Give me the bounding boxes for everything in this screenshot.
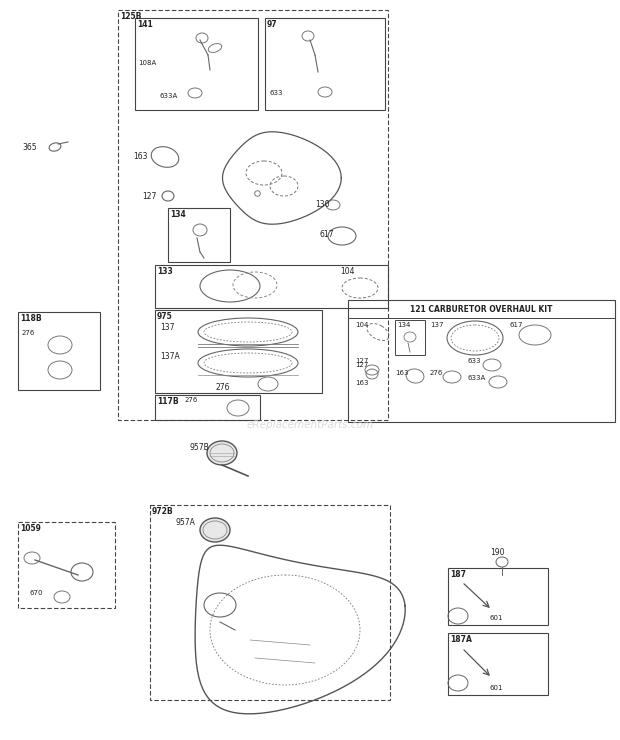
Text: 163: 163 — [355, 380, 368, 386]
Bar — [395, 320, 425, 355]
Text: 633A: 633A — [468, 375, 486, 381]
Text: 957A: 957A — [175, 518, 195, 527]
Text: 601: 601 — [490, 615, 503, 621]
Text: 127: 127 — [355, 358, 368, 364]
Text: 276: 276 — [22, 330, 35, 336]
Text: 134: 134 — [170, 210, 186, 219]
Bar — [265, 18, 385, 110]
Text: 972B: 972B — [152, 507, 174, 516]
Text: 633A: 633A — [160, 93, 179, 99]
Bar — [150, 505, 390, 700]
Text: 617: 617 — [510, 322, 523, 328]
Text: 118B: 118B — [20, 314, 42, 323]
Text: 633: 633 — [468, 358, 482, 364]
Text: 137: 137 — [430, 322, 443, 328]
Text: 276: 276 — [185, 397, 198, 403]
Ellipse shape — [207, 441, 237, 465]
Text: 134: 134 — [397, 322, 410, 328]
Text: 133: 133 — [157, 267, 173, 276]
Text: 633: 633 — [270, 90, 283, 96]
Text: 190: 190 — [490, 548, 505, 557]
Text: 104: 104 — [355, 322, 368, 328]
Text: 1059: 1059 — [20, 524, 41, 533]
Text: 127: 127 — [355, 362, 368, 368]
Text: eReplacementParts.com: eReplacementParts.com — [246, 420, 374, 430]
Text: 276: 276 — [215, 383, 229, 392]
Text: 276: 276 — [430, 370, 443, 376]
Text: 117B: 117B — [157, 397, 179, 406]
Text: 365: 365 — [22, 143, 37, 152]
Text: 601: 601 — [490, 685, 503, 691]
Text: 670: 670 — [30, 590, 43, 596]
Text: 957B: 957B — [190, 443, 210, 452]
Ellipse shape — [200, 518, 230, 542]
Text: 163: 163 — [133, 152, 148, 161]
Text: 137: 137 — [160, 323, 174, 332]
Text: 163: 163 — [395, 370, 409, 376]
Bar — [448, 568, 548, 625]
Bar — [448, 633, 548, 695]
Text: 121 CARBURETOR OVERHAUL KIT: 121 CARBURETOR OVERHAUL KIT — [410, 304, 553, 314]
Bar — [155, 310, 322, 393]
Bar — [18, 312, 100, 390]
Bar — [155, 395, 260, 420]
Bar — [135, 18, 258, 110]
Bar — [118, 10, 388, 420]
Text: 104: 104 — [340, 267, 355, 276]
Bar — [348, 300, 615, 422]
Text: 617: 617 — [320, 230, 335, 239]
Text: 137A: 137A — [160, 352, 180, 361]
Text: 187: 187 — [450, 570, 466, 579]
Bar — [155, 265, 388, 308]
Bar — [18, 522, 115, 608]
Bar — [168, 208, 230, 262]
Text: 130: 130 — [315, 200, 329, 209]
Text: 975: 975 — [157, 312, 173, 321]
Text: 127: 127 — [142, 192, 156, 201]
Text: 125B: 125B — [120, 12, 141, 21]
Text: 141: 141 — [137, 20, 153, 29]
Text: 97: 97 — [267, 20, 278, 29]
Text: 187A: 187A — [450, 635, 472, 644]
Text: 108A: 108A — [138, 60, 156, 66]
